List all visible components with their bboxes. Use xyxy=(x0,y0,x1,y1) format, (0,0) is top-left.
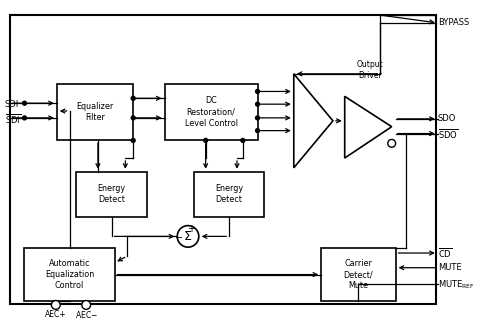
Circle shape xyxy=(255,116,260,120)
Polygon shape xyxy=(345,96,392,158)
Text: DC
Restoration/
Level Control: DC Restoration/ Level Control xyxy=(184,97,238,128)
Text: Automatic
Equalization
Control: Automatic Equalization Control xyxy=(45,259,94,290)
Text: MUTE: MUTE xyxy=(438,263,461,272)
Text: $\overline{\mathrm{SDI}}$: $\overline{\mathrm{SDI}}$ xyxy=(5,112,21,126)
Circle shape xyxy=(23,101,26,105)
Circle shape xyxy=(204,138,208,142)
Text: AEC$-$: AEC$-$ xyxy=(75,309,97,320)
Text: AEC+: AEC+ xyxy=(45,310,67,319)
Text: Energy
Detect: Energy Detect xyxy=(215,184,243,204)
Circle shape xyxy=(131,116,135,120)
Circle shape xyxy=(255,129,260,133)
Bar xyxy=(165,84,258,140)
Circle shape xyxy=(51,301,60,309)
Bar xyxy=(76,172,147,217)
Circle shape xyxy=(177,226,199,247)
Circle shape xyxy=(255,89,260,93)
Bar xyxy=(24,248,115,301)
Bar xyxy=(321,248,396,301)
Circle shape xyxy=(131,96,135,100)
Text: Σ: Σ xyxy=(184,230,192,243)
Circle shape xyxy=(23,116,26,120)
Circle shape xyxy=(255,102,260,106)
Text: BYPASS: BYPASS xyxy=(438,19,469,27)
Text: $\overline{\mathrm{SDO}}$: $\overline{\mathrm{SDO}}$ xyxy=(438,126,458,140)
Polygon shape xyxy=(294,74,333,168)
Text: +: + xyxy=(187,224,195,234)
Text: SDI: SDI xyxy=(5,100,19,109)
Text: Carrier
Detect/
Mute: Carrier Detect/ Mute xyxy=(344,259,373,290)
Text: Energy
Detect: Energy Detect xyxy=(97,184,126,204)
Text: Output
Driver: Output Driver xyxy=(357,60,384,80)
Text: MUTE$_{\mathrm{REF}}$: MUTE$_{\mathrm{REF}}$ xyxy=(438,278,474,291)
Text: $\overline{\mathrm{CD}}$: $\overline{\mathrm{CD}}$ xyxy=(438,246,452,260)
Text: −: − xyxy=(175,233,183,243)
Circle shape xyxy=(388,139,396,147)
Bar xyxy=(194,172,264,217)
Text: SDO: SDO xyxy=(438,114,456,124)
Circle shape xyxy=(241,138,245,142)
Bar xyxy=(57,84,133,140)
Circle shape xyxy=(82,301,91,309)
Circle shape xyxy=(131,138,135,142)
Text: Equalizer
Filter: Equalizer Filter xyxy=(76,102,114,122)
